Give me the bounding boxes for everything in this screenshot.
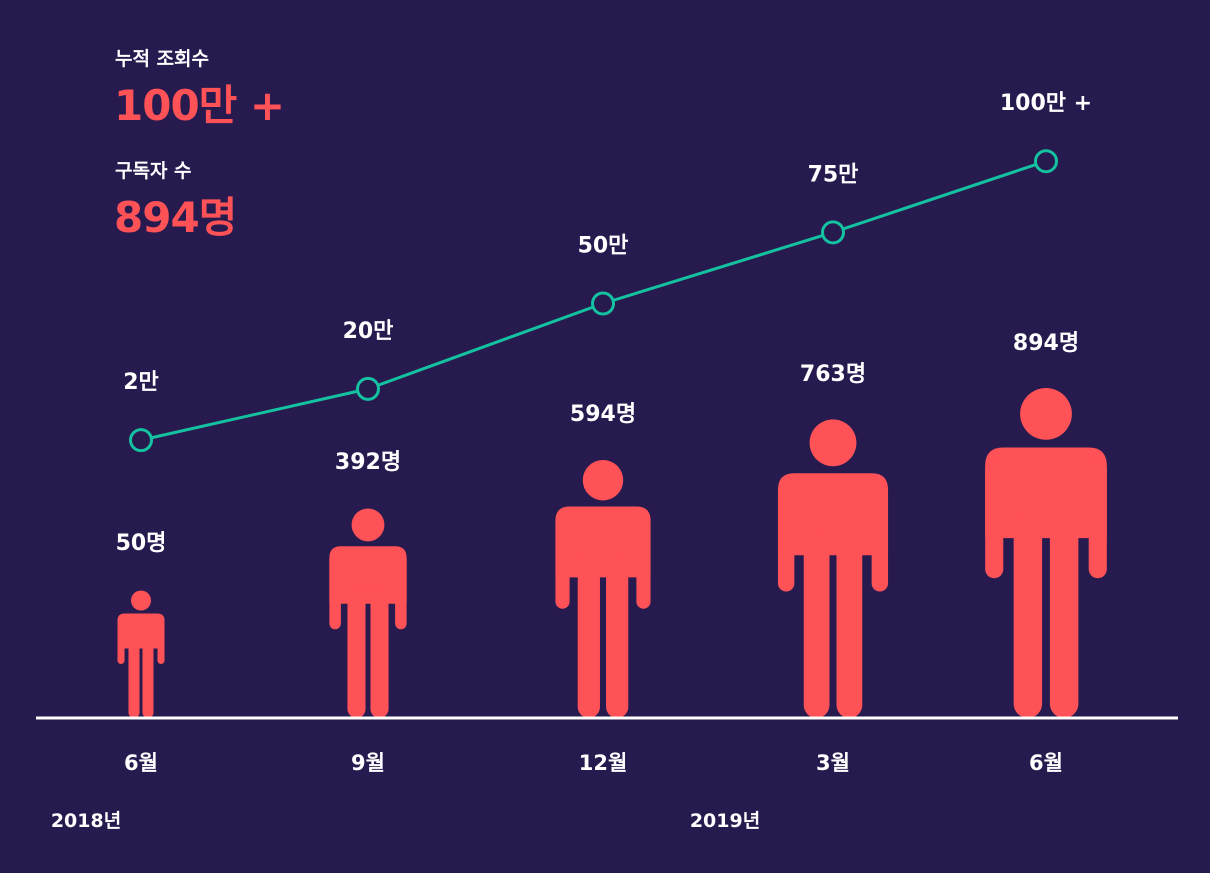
person-figure (555, 459, 651, 718)
views-value-label: 100만 + (1000, 91, 1092, 116)
subscribers-value: 894명 (114, 193, 237, 242)
person-figure (329, 508, 407, 718)
views-line-series (129, 149, 1058, 453)
figure-left-arm (985, 459, 1004, 579)
year-labels: 2018년 2019년 (51, 810, 760, 832)
figure-left-arm (555, 515, 570, 609)
views-value: 100만 + (114, 81, 285, 130)
views-label: 누적 조회수 (115, 48, 210, 70)
subscriber-value-label: 50명 (116, 531, 167, 556)
person-figure (777, 419, 889, 718)
views-value-label: 75만 (808, 162, 859, 187)
figure-head (1020, 388, 1072, 440)
figure-left-leg (128, 638, 140, 718)
views-value-label: 20만 (343, 319, 394, 344)
figure-torso (777, 473, 889, 556)
subscriber-value-label: 594명 (570, 402, 636, 427)
x-tick-label: 6월 (1029, 751, 1063, 775)
figure-left-arm (117, 618, 125, 664)
x-tick-label: 6월 (124, 751, 158, 775)
figure-right-leg (1049, 510, 1079, 718)
x-tick-label: 3월 (816, 751, 850, 775)
figure-right-arm (395, 553, 407, 630)
views-point-marker (1034, 149, 1058, 174)
figure-left-arm (777, 483, 795, 592)
figure-torso (117, 613, 165, 649)
views-value-label: 50만 (578, 234, 629, 259)
views-point-marker (129, 428, 153, 453)
subscriber-labels: 50명 392명 594명 763명 894명 (116, 331, 1080, 556)
figure-right-arm (157, 618, 165, 664)
x-tick-label: 9월 (351, 751, 385, 775)
person-figure (985, 388, 1107, 718)
figure-right-leg (836, 530, 863, 718)
views-point-marker (356, 376, 380, 401)
views-value-label: 2만 (123, 370, 159, 395)
subscriber-figures (117, 388, 1107, 718)
figure-right-leg (606, 556, 629, 718)
x-tick-labels: 6월 9월 12월 3월 6월 (124, 751, 1063, 775)
figure-left-leg (347, 586, 366, 718)
figure-head (351, 508, 385, 542)
subscriber-value-label: 763명 (800, 362, 866, 387)
figure-right-arm (1088, 459, 1107, 579)
views-point-marker (591, 291, 615, 316)
figure-left-arm (329, 553, 341, 630)
year-label: 2018년 (51, 810, 121, 832)
subscribers-label: 구독자 수 (115, 160, 192, 182)
figure-torso (985, 447, 1107, 539)
figure-right-arm (871, 483, 889, 592)
x-tick-label: 12월 (579, 751, 628, 775)
figure-head (809, 419, 857, 467)
subscriber-value-label: 392명 (335, 450, 401, 475)
figure-left-leg (1013, 510, 1043, 718)
figure-right-leg (142, 638, 154, 718)
person-figure (117, 590, 165, 718)
figure-left-leg (803, 530, 830, 718)
figure-head (131, 590, 151, 611)
figure-head (582, 459, 624, 501)
figure-right-arm (636, 515, 651, 609)
views-point-marker (821, 220, 845, 245)
views-labels: 2만 20만 50만 75만 100만 + (123, 91, 1092, 395)
figure-torso (329, 546, 407, 604)
year-label: 2019년 (690, 810, 760, 832)
figure-right-leg (370, 586, 389, 718)
figure-left-leg (577, 556, 600, 718)
figure-torso (555, 506, 651, 578)
subscriber-value-label: 894명 (1013, 331, 1079, 356)
